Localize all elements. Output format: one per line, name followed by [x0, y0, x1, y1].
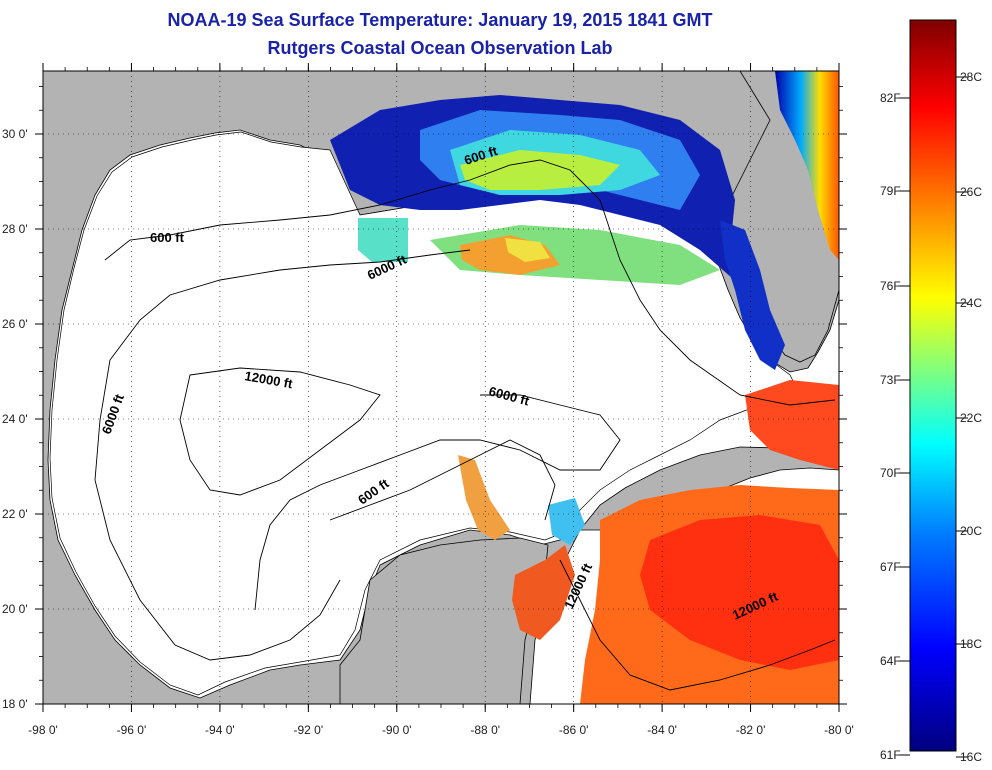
- x-tick-label: -86 0': [559, 723, 589, 737]
- sst-mid-yellow: [505, 238, 550, 262]
- colorbar-f-label: 82F: [880, 91, 901, 105]
- x-tick-label: -88 0': [470, 723, 500, 737]
- contour-12000-east: [559, 559, 836, 691]
- colorbar-f-label: 67F: [880, 560, 901, 574]
- sst-caribbean-red: [640, 515, 839, 670]
- x-tick-label: -90 0': [382, 723, 412, 737]
- y-tick-label: 22 0': [2, 507, 28, 521]
- sst-florida-west-blue: [720, 220, 785, 370]
- sst-yucatan-cyan: [548, 498, 585, 545]
- sst-florida-east: [775, 71, 839, 260]
- colorbar-f-label: 70F: [880, 466, 901, 480]
- colorbar-c-label: 22C: [960, 411, 982, 425]
- contour-600ft: [104, 159, 836, 406]
- contour-12000ft: [179, 367, 381, 496]
- colorbar-c-label: 18C: [960, 637, 982, 651]
- y-tick-labels: 18 0' 20 0' 22 0' 24 0' 26 0' 28 0' 30 0': [2, 127, 28, 711]
- sst-mid-cyan-patch: [358, 218, 408, 262]
- colorbar-f-label: 64F: [880, 654, 901, 668]
- x-tick-label: -84 0': [647, 723, 677, 737]
- colorbar-f-label: 76F: [880, 279, 901, 293]
- contour-600-south: [329, 439, 556, 521]
- bathymetry-contours: [94, 159, 836, 691]
- x-tick-label: -92 0': [294, 723, 324, 737]
- contour-west-6000: [94, 359, 341, 661]
- y-tick-label: 26 0': [2, 317, 28, 331]
- contour-label-1: 600 ft: [150, 230, 185, 245]
- map-title: NOAA-19 Sea Surface Temperature: January…: [167, 10, 713, 30]
- colorbar-c-label: 28C: [960, 70, 982, 84]
- graticule: [43, 71, 839, 704]
- colorbar-labels: 82F 79F 76F 73F 70F 67F 64F 61F 28C 26C 24C 22C 20C 1…: [880, 70, 982, 764]
- colorbar-c-label: 20C: [960, 524, 982, 538]
- map-layers: [43, 71, 839, 704]
- y-tick-label: 20 0': [2, 602, 28, 616]
- x-tick-labels: -98 0' -96 0' -94 0' -92 0' -90 0' -88 0' -86 …: [28, 723, 854, 737]
- contour-6000ft: [109, 249, 621, 611]
- colorbar: [909, 19, 957, 752]
- x-tick-label: -82 0': [736, 723, 766, 737]
- map-subtitle: Rutgers Coastal Ocean Observation Lab: [267, 38, 613, 58]
- colorbar-f-label: 61F: [880, 748, 901, 762]
- x-tick-label: -80 0': [824, 723, 854, 737]
- y-tick-label: 18 0': [2, 697, 28, 711]
- y-tick-label: 28 0': [2, 222, 28, 236]
- x-tick-label: -94 0': [205, 723, 235, 737]
- y-tick-label: 30 0': [2, 127, 28, 141]
- colorbar-c-label: 26C: [960, 185, 982, 199]
- axis-ticks: [35, 63, 847, 712]
- colorbar-f-label: 73F: [880, 373, 901, 387]
- colorbar-ticks: [898, 76, 968, 758]
- y-tick-label: 24 0': [2, 412, 28, 426]
- sst-yucatan-streak: [458, 455, 510, 540]
- x-tick-label: -98 0': [28, 723, 58, 737]
- colorbar-f-label: 79F: [880, 184, 901, 198]
- colorbar-c-label: 24C: [960, 296, 982, 310]
- sst-yucatan-channel-warm: [512, 545, 575, 640]
- x-tick-label: -96 0': [117, 723, 147, 737]
- colorbar-c-label: 16C: [960, 750, 982, 764]
